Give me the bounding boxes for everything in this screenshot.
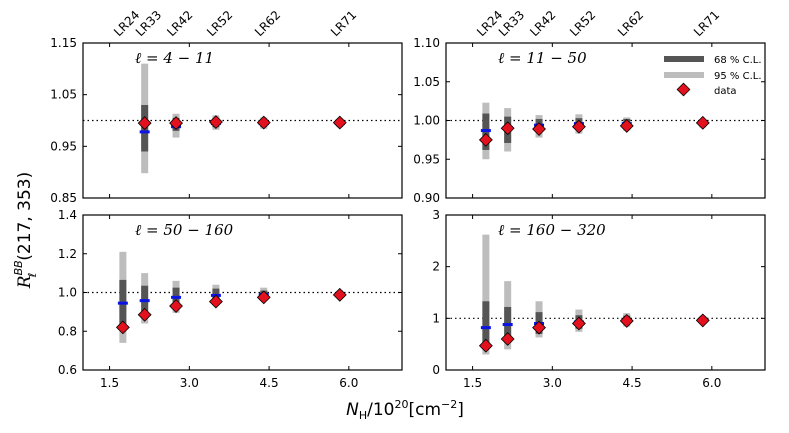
ci68-bar [482,301,490,347]
y-tick-label: 1.05 [50,88,77,102]
x-tick-label: 1.5 [463,376,482,390]
data-point [137,116,152,131]
y-tick-label: 1 [432,311,440,325]
data-point [208,115,223,129]
data-point [571,119,586,134]
legend-ci68-label: 68 % C.L. [714,55,762,66]
y-axis-label: RBBℓ(217, 353) [12,172,39,289]
data-point [169,116,183,131]
x-tick-label: 3.0 [180,376,199,390]
y-tick-label: 0.6 [58,363,77,377]
x-tick-label: 6.0 [702,376,721,390]
y-tick-label: 0.85 [50,191,77,205]
region-label: LR52 [204,8,235,39]
legend-ci95-label: 95 % C.L. [714,71,762,82]
y-tick-label: 0.95 [50,139,77,153]
legend-data-label: data [714,86,737,97]
y-tick-label: 1.4 [58,208,77,222]
region-label: LR33 [133,8,164,39]
data-point [478,132,493,147]
panel-annotation: ℓ = 4 − 11 [135,49,214,67]
data-point [695,313,710,328]
y-tick-label: 1.10 [413,36,440,50]
panel-frame [82,42,403,199]
data-point [137,307,152,322]
region-label: LR42 [527,8,558,39]
panel-annotation: ℓ = 11 − 50 [498,49,587,67]
data-point [500,332,515,346]
ci95-bar [482,234,490,355]
y-tick-label: 1.05 [413,75,440,89]
data-point [208,294,223,309]
region-label: LR62 [252,8,283,39]
region-label: LR62 [615,8,646,39]
legend-data-marker [676,82,691,97]
region-label: LR71 [328,8,359,39]
y-tick-label: 0.90 [413,191,440,205]
y-tick-label: 0 [432,363,440,377]
y-tick-label: 1.2 [58,247,77,261]
data-point [169,299,183,313]
y-tick-label: 1.15 [50,36,77,50]
data-point [478,338,493,353]
x-tick-label: 4.5 [623,376,642,390]
y-tick-label: 1.0 [58,286,77,300]
panel-bottom-left: 0.6 0.8 1.0 1.2 1.4 1.5 3.0 4.5 6.0 ℓ = 50 − 160 [58,208,403,390]
data-point [256,115,271,130]
y-tick-label: 3 [432,208,440,222]
panel-bottom-right: 0 1 2 3 1.5 3.0 4.5 6.0 ℓ = 160 − 320 [432,208,766,390]
panel-frame [445,214,766,371]
data-point [619,118,634,133]
data-point [332,287,347,302]
data-point [695,115,710,130]
x-tick-label: 1.5 [100,376,119,390]
data-point [532,320,546,335]
y-tick-label: 0.95 [413,152,440,166]
data-point [571,316,586,331]
data-point [332,115,347,130]
data-point [532,122,546,136]
y-tick-label: 1.00 [413,114,440,128]
data-point [256,290,271,305]
legend: 68 % C.L. 95 % C.L. data [664,55,762,97]
data-point [115,320,130,335]
data-point [619,313,634,328]
panel-annotation: ℓ = 160 − 320 [498,221,606,239]
data-point [500,121,515,136]
x-axis-label: NH/1020[cm−2] [346,398,464,422]
region-label: LR52 [567,8,598,39]
panel-annotation: ℓ = 50 − 160 [135,221,234,239]
x-tick-label: 6.0 [339,376,358,390]
x-tick-label: 3.0 [543,376,562,390]
region-label: LR42 [164,8,195,39]
y-tick-label: 2 [432,260,440,274]
x-tick-label: 4.5 [260,376,279,390]
y-tick-label: 0.8 [58,324,77,338]
region-label: LR71 [691,8,722,39]
region-label: LR33 [496,8,527,39]
